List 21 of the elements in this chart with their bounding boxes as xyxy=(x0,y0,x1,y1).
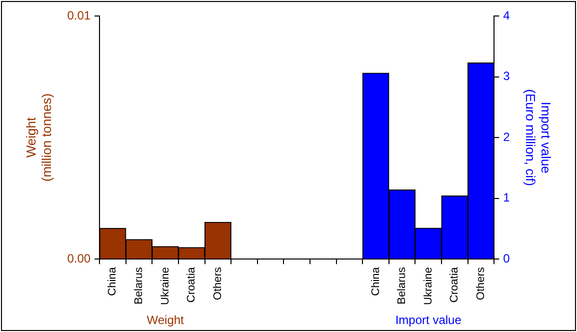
x-tick-label: Croatia xyxy=(186,266,198,303)
y2-tick-label: 4 xyxy=(503,8,510,22)
y2-tick-label: 0 xyxy=(503,251,510,266)
x-tick-label: Others xyxy=(212,266,224,300)
x-tick-label: Croatia xyxy=(448,266,461,303)
x-tick-label: Others xyxy=(475,266,488,300)
y2-tick-label: 1 xyxy=(503,190,510,205)
y2-axis-title: Import value (Euro million, cif) xyxy=(523,89,554,186)
y-tick-label: 0.00 xyxy=(67,251,91,266)
x-tick-label: Ukraine xyxy=(159,267,172,305)
x-tick-label: China xyxy=(106,266,119,296)
y-tick-label: 0.01 xyxy=(67,8,91,22)
y2-tick-label: 2 xyxy=(503,130,510,144)
x-tick-label: Belarus xyxy=(133,266,146,304)
x-tick-label: Ukraine xyxy=(422,267,434,305)
text: Weight xyxy=(146,313,185,327)
text: Import value xyxy=(395,313,462,327)
y-axis-title: Weight (million tonnes) xyxy=(23,93,54,182)
x-tick-label: China xyxy=(370,266,382,296)
x-tick-label: Belarus xyxy=(396,266,408,304)
y2-tick-label: 3 xyxy=(503,69,510,84)
